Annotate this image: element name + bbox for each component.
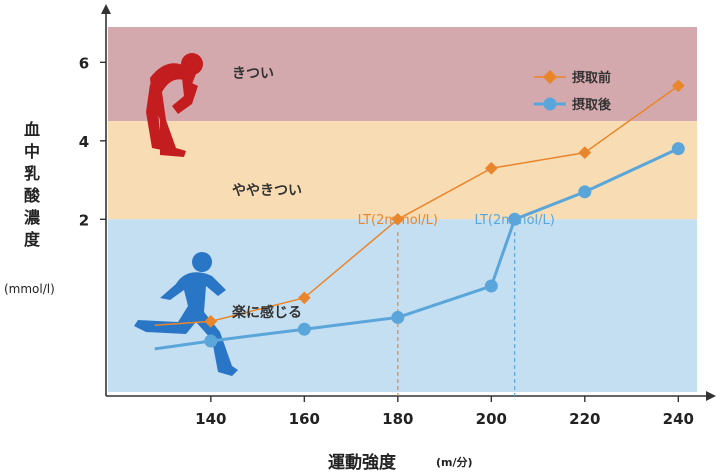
- zone-band-0: [108, 27, 697, 122]
- data-point-after: [671, 142, 685, 156]
- data-point-after: [484, 279, 498, 293]
- x-tick-label: 220: [569, 410, 600, 428]
- x-tick-label: 140: [195, 410, 226, 428]
- axis-ticks: 140 160 180 200 220 240 2 4 6: [79, 54, 694, 428]
- zone-band-1: [108, 121, 697, 220]
- data-point-before: [484, 161, 498, 175]
- y-axis-title-char: 度: [24, 230, 41, 249]
- data-point-before: [391, 212, 405, 226]
- running-person-icon: [134, 252, 238, 376]
- y-tick-label: 6: [79, 54, 89, 72]
- y-tick-label: 4: [79, 133, 89, 151]
- data-point-after: [297, 322, 311, 336]
- zone-label-hard: きつい: [232, 66, 274, 82]
- data-point-after: [391, 310, 405, 324]
- legend-label-after: 摂取後: [572, 97, 612, 113]
- data-point-before: [297, 291, 311, 305]
- x-tick-label: 200: [476, 410, 507, 428]
- y-axis-title-char: 酸: [24, 186, 41, 205]
- x-axis-title: 運動強度: [328, 452, 397, 473]
- legend-label-before: 摂取前: [572, 70, 611, 86]
- x-axis-unit: (m/分): [436, 455, 473, 469]
- series-line-1: [154, 147, 679, 351]
- x-axis-arrow-icon: [706, 391, 716, 401]
- zone-band-2: [108, 219, 697, 392]
- x-tick-label: 160: [289, 410, 320, 428]
- legend: 摂取前 摂取後: [534, 69, 612, 113]
- data-point-after: [508, 212, 522, 226]
- data-point-after: [204, 334, 218, 348]
- data-point-after: [578, 185, 592, 199]
- x-tick-label: 180: [382, 410, 413, 428]
- y-axis-unit: (mmol/l): [4, 282, 55, 296]
- y-axis-title-char: 乳: [24, 164, 40, 183]
- x-tick-label: 240: [663, 410, 694, 428]
- intensity-zones: [108, 27, 697, 392]
- y-axis-title-char: 濃: [24, 208, 41, 227]
- y-axis-title-char: 中: [24, 142, 40, 161]
- legend-marker-before: [542, 69, 558, 85]
- y-axis-title-char: 血: [24, 120, 40, 139]
- y-axis-arrow-icon: [101, 4, 111, 14]
- zone-label-somewhat-hard: ややきつい: [232, 183, 302, 199]
- y-tick-label: 2: [79, 211, 89, 229]
- series-group: [154, 79, 685, 351]
- zone-label-easy: 楽に感じる: [231, 304, 302, 321]
- data-point-before: [204, 314, 218, 328]
- legend-marker-after: [543, 97, 557, 111]
- exhausted-person-icon: [146, 53, 203, 157]
